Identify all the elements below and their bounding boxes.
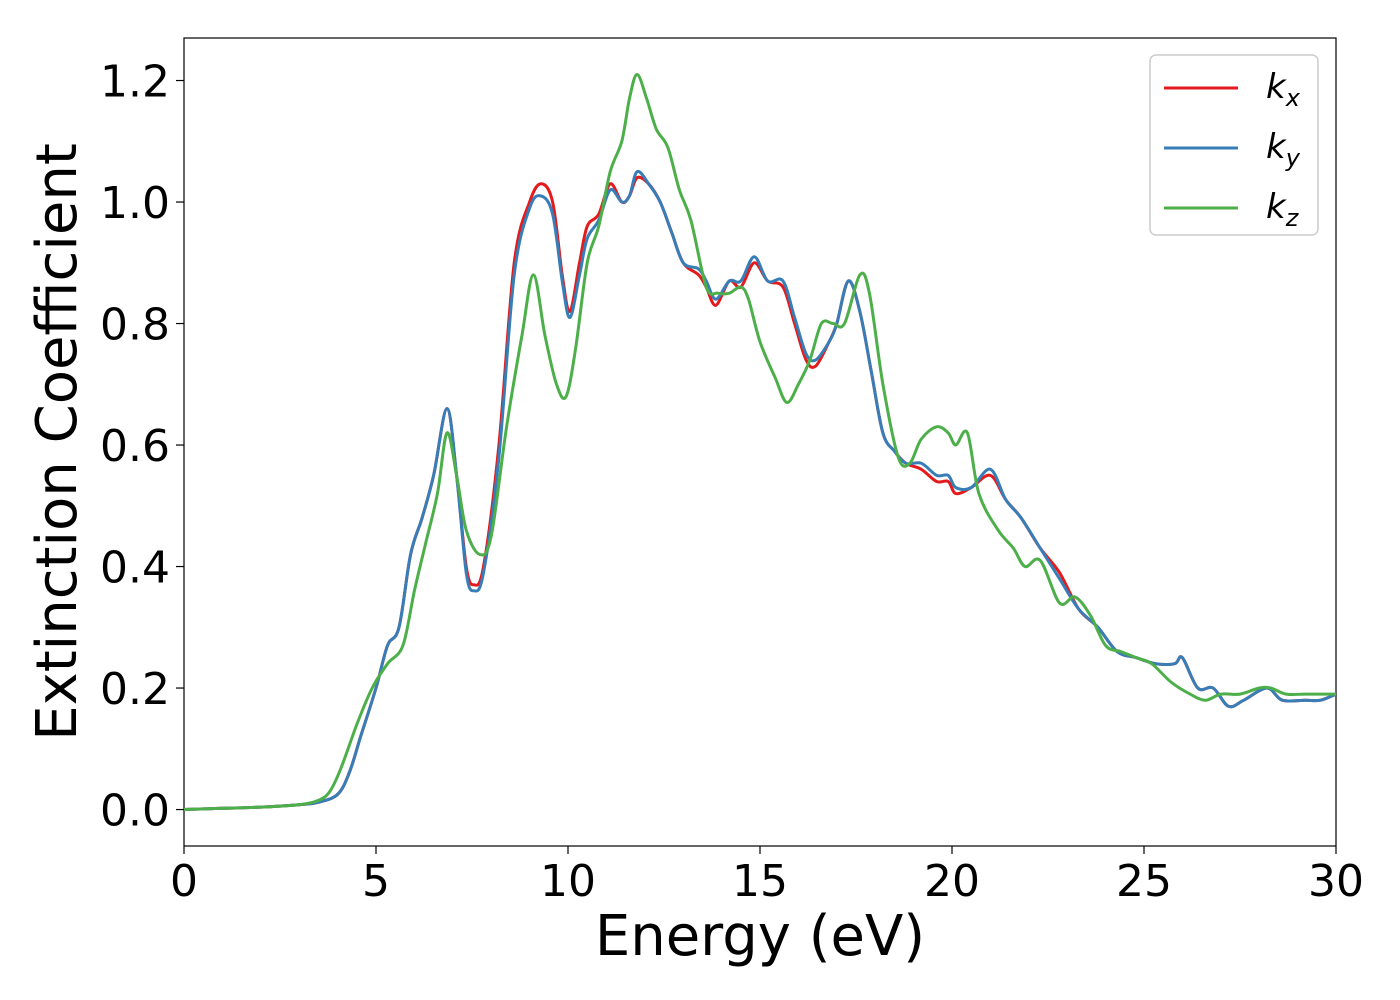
legend: kx ky kz (1149, 54, 1319, 236)
x-axis-label: Energy (eV) (595, 904, 925, 969)
y-axis-ticks: 0.0 0.2 0.4 0.6 0.8 1.0 1.2 (100, 57, 184, 837)
x-axis-ticks: 0 5 10 15 20 25 30 (170, 846, 1364, 907)
y-tick-label: 0.2 (100, 664, 170, 715)
y-tick-label: 0.4 (100, 543, 170, 594)
x-tick-label: 15 (732, 856, 788, 907)
x-tick-label: 25 (1116, 856, 1172, 907)
legend-label-z: kz (1266, 187, 1300, 232)
x-tick-label: 10 (540, 856, 596, 907)
y-tick-label: 1.0 (100, 178, 170, 229)
plot-area (183, 37, 1337, 847)
legend-label-y: ky (1266, 127, 1301, 172)
y-tick-label: 0.0 (100, 786, 170, 837)
x-tick-label: 30 (1308, 856, 1364, 907)
series-line-z (184, 73, 1336, 811)
y-tick-label: 0.6 (100, 421, 170, 472)
y-tick-label: 1.2 (100, 57, 170, 108)
x-tick-label: 5 (362, 856, 390, 907)
series-line-y (184, 169, 1336, 811)
y-tick-label: 0.8 (100, 300, 170, 351)
y-axis-label: Extinction Coefficient (25, 143, 90, 741)
series-layer (184, 73, 1336, 811)
legend-label-x: kx (1266, 67, 1301, 112)
legend-box (1149, 54, 1319, 236)
x-tick-label: 0 (170, 856, 198, 907)
x-tick-label: 20 (924, 856, 980, 907)
